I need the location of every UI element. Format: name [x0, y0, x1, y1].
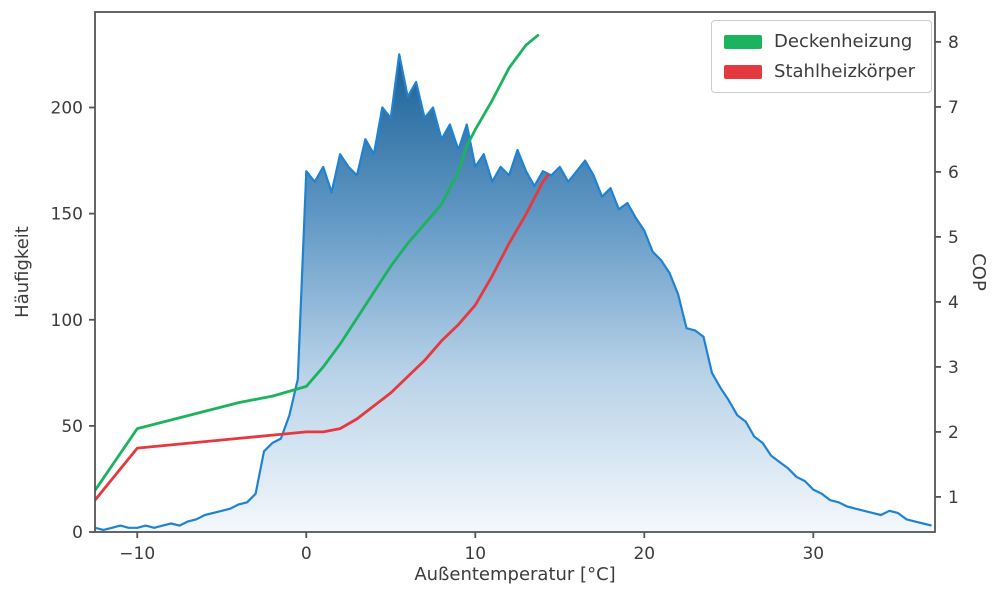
svg-text:7: 7 — [948, 98, 959, 118]
svg-text:0: 0 — [301, 544, 312, 564]
svg-text:3: 3 — [948, 358, 959, 378]
svg-text:2: 2 — [948, 423, 959, 443]
svg-text:6: 6 — [948, 163, 959, 183]
svg-text:1: 1 — [948, 488, 959, 508]
legend-label-deckenheizung: Deckenheizung — [774, 31, 913, 52]
legend-label-stahlheizkoerper: Stahlheizkörper — [774, 61, 915, 82]
svg-text:30: 30 — [802, 544, 824, 564]
svg-text:Häufigkeit: Häufigkeit — [12, 226, 33, 318]
legend-item-deckenheizung: Deckenheizung — [724, 31, 915, 52]
svg-text:5: 5 — [948, 228, 959, 248]
svg-text:−10: −10 — [119, 544, 155, 564]
svg-text:100: 100 — [51, 311, 83, 331]
svg-text:10: 10 — [464, 544, 486, 564]
legend-item-stahlheizkoerper: Stahlheizkörper — [724, 61, 915, 82]
svg-text:0: 0 — [72, 523, 83, 543]
svg-text:4: 4 — [948, 293, 959, 313]
svg-text:50: 50 — [61, 417, 83, 437]
legend-swatch-deckenheizung — [724, 34, 763, 49]
svg-text:20: 20 — [633, 544, 655, 564]
svg-text:8: 8 — [948, 33, 959, 53]
svg-text:150: 150 — [51, 205, 83, 225]
legend: Deckenheizung Stahlheizkörper — [711, 20, 932, 93]
svg-text:200: 200 — [51, 99, 83, 119]
svg-text:Außentemperatur [°C]: Außentemperatur [°C] — [414, 564, 615, 585]
legend-swatch-stahlheizkoerper — [724, 64, 763, 79]
svg-text:COP: COP — [968, 253, 989, 291]
